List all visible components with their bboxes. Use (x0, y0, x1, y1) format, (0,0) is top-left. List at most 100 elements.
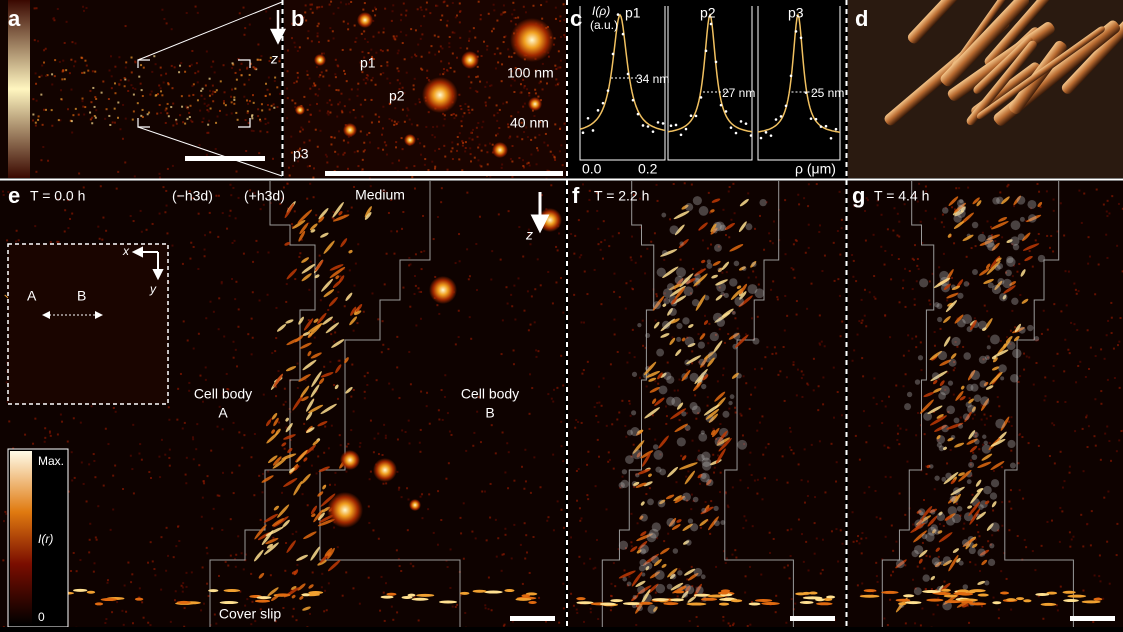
speckle (185, 474, 187, 476)
speckle (481, 126, 483, 128)
gray-signal (978, 321, 987, 330)
speckle (201, 516, 203, 518)
speckle (477, 159, 479, 161)
speckle (559, 66, 561, 68)
speckle (441, 187, 443, 189)
gray-signal (999, 293, 1007, 301)
speckle (667, 533, 669, 535)
speckle (233, 492, 235, 494)
gray-signal (662, 321, 670, 329)
speckle (287, 70, 289, 72)
speckle (95, 98, 97, 100)
speckle (37, 119, 39, 121)
speckle (226, 373, 228, 375)
speckle (152, 223, 154, 225)
speckle (397, 121, 399, 123)
x-tick-label: 0.0 (582, 161, 602, 177)
speckle (125, 611, 127, 613)
speckle (179, 114, 181, 116)
speckle (309, 183, 311, 185)
speckle (939, 523, 941, 525)
speckle (110, 529, 112, 531)
speckle (66, 21, 68, 23)
speckle (704, 315, 706, 317)
speckle (151, 91, 153, 93)
speckle (281, 492, 283, 494)
speckle (903, 385, 905, 387)
speckle (437, 544, 439, 546)
speckle (65, 69, 67, 71)
speckle (99, 238, 101, 240)
speckle (441, 47, 443, 49)
speckle (43, 62, 45, 64)
speckle (1011, 310, 1013, 312)
speckle (158, 456, 160, 458)
cover-signal (926, 599, 943, 602)
speckle (1022, 498, 1024, 500)
speckle (142, 109, 144, 111)
profile-point (690, 114, 693, 117)
speckle (1073, 283, 1075, 285)
speckle (783, 346, 785, 348)
speckle (464, 150, 466, 152)
speckle (168, 115, 170, 117)
speckle (630, 541, 632, 543)
speckle (513, 363, 515, 365)
speckle (614, 585, 616, 587)
speckle (245, 119, 247, 121)
speckle (464, 612, 466, 614)
speckle (334, 331, 336, 333)
speckle (877, 581, 879, 583)
speckle (988, 335, 990, 337)
profile-point (730, 126, 733, 129)
region-label: Cell body (194, 386, 252, 402)
speckle (1010, 489, 1012, 491)
speckle (478, 1, 480, 3)
speckle (497, 133, 499, 135)
speckle (132, 424, 134, 426)
speckle (44, 437, 46, 439)
speckle (1100, 459, 1102, 461)
speckle (496, 556, 498, 558)
speckle (529, 373, 531, 375)
speckle (460, 532, 462, 534)
speckle (534, 321, 536, 323)
cover-signal (941, 589, 951, 592)
speckle (94, 71, 96, 73)
speckle (170, 106, 172, 108)
speckle (874, 298, 876, 300)
speckle (476, 91, 478, 93)
speckle (837, 560, 839, 562)
speckle (607, 461, 609, 463)
speckle (745, 382, 747, 384)
speckle (299, 46, 301, 48)
gray-signal (1020, 217, 1025, 222)
speckle (461, 140, 463, 142)
speckle (316, 8, 318, 10)
speckle (798, 463, 800, 465)
cover-signal (528, 601, 536, 604)
speckle (182, 582, 184, 584)
speckle (309, 140, 311, 142)
speckle (183, 320, 185, 322)
speckle (448, 62, 450, 64)
speckle (392, 10, 394, 12)
speckle (480, 14, 482, 16)
speckle (797, 369, 799, 371)
speckle (558, 50, 560, 52)
speckle (791, 598, 793, 600)
gray-signal (945, 473, 951, 479)
speckle (1008, 529, 1010, 531)
speckle (691, 184, 693, 186)
speckle (877, 204, 879, 206)
speckle (394, 121, 396, 123)
speckle (293, 42, 295, 44)
speckle (1049, 455, 1051, 457)
speckle (182, 263, 184, 265)
speckle (328, 582, 330, 584)
speckle (185, 572, 187, 574)
speckle (94, 96, 96, 98)
speckle (420, 154, 422, 156)
speckle (1018, 263, 1020, 265)
gray-signal (630, 427, 639, 436)
